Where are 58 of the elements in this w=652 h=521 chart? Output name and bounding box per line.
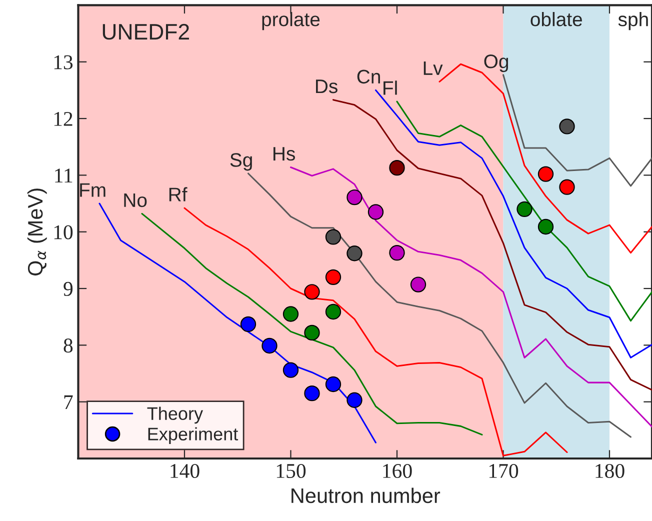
- point: [262, 338, 278, 354]
- x-tick-label: 140: [170, 464, 200, 478]
- band-label: prolate: [262, 12, 320, 30]
- annotation: UNEDF2: [102, 24, 189, 40]
- point: [516, 201, 532, 218]
- annotation: sph: [618, 12, 648, 30]
- point: [325, 229, 342, 245]
- y-tick-label: 10: [54, 225, 73, 240]
- point: [325, 304, 342, 320]
- annotation: Og: [484, 54, 508, 72]
- point: [538, 166, 554, 182]
- point: [538, 218, 554, 235]
- band-label: oblate: [530, 12, 582, 26]
- y-tick-label: 12: [54, 112, 72, 126]
- annotation: Fm: [80, 183, 106, 197]
- annotation: Ds: [316, 80, 338, 94]
- annotation: Rf: [169, 187, 188, 202]
- point: [304, 284, 320, 300]
- x-tick-label: 160: [383, 464, 412, 478]
- point: [559, 179, 575, 195]
- legend-label: Experiment: [148, 427, 238, 444]
- point: [325, 376, 342, 392]
- point: [282, 306, 299, 322]
- point: [304, 324, 320, 341]
- point: [346, 392, 362, 408]
- line-series: [332, 99, 652, 391]
- y-axis-title: Q$_{α}$ (MeV): [27, 188, 47, 276]
- x-tick-label: 170: [489, 464, 518, 478]
- point: [410, 276, 426, 292]
- point: [389, 244, 405, 261]
- annotation: Lv: [424, 62, 443, 75]
- line-series: [290, 166, 652, 428]
- point: [368, 204, 384, 220]
- line-series: [502, 74, 652, 187]
- x-tick-label: 150: [276, 464, 306, 478]
- annotation: Cn: [357, 70, 380, 84]
- line-series: [247, 172, 632, 438]
- point: [346, 189, 362, 206]
- point: [240, 316, 256, 332]
- y-tick-label: 9: [64, 282, 73, 296]
- y-tick-label: 13: [54, 55, 73, 70]
- x-tick-label: 180: [596, 464, 624, 478]
- annotation: Sg: [230, 153, 252, 171]
- point: [325, 269, 342, 286]
- annotation: No: [124, 194, 147, 208]
- y-tick-label: 11: [55, 168, 72, 182]
- annotation: Hs: [274, 147, 295, 161]
- line-series: [396, 100, 652, 322]
- x-axis-title: Neutron number: [292, 488, 440, 504]
- point: [559, 118, 575, 134]
- annotation: Fl: [384, 80, 397, 95]
- y-tick-label: 8: [64, 338, 73, 353]
- point: [282, 362, 299, 378]
- point: [346, 246, 362, 262]
- point: [304, 385, 320, 402]
- legend-label: Theory: [147, 406, 204, 424]
- point: [389, 160, 405, 176]
- y-tick-label: 7: [64, 395, 73, 410]
